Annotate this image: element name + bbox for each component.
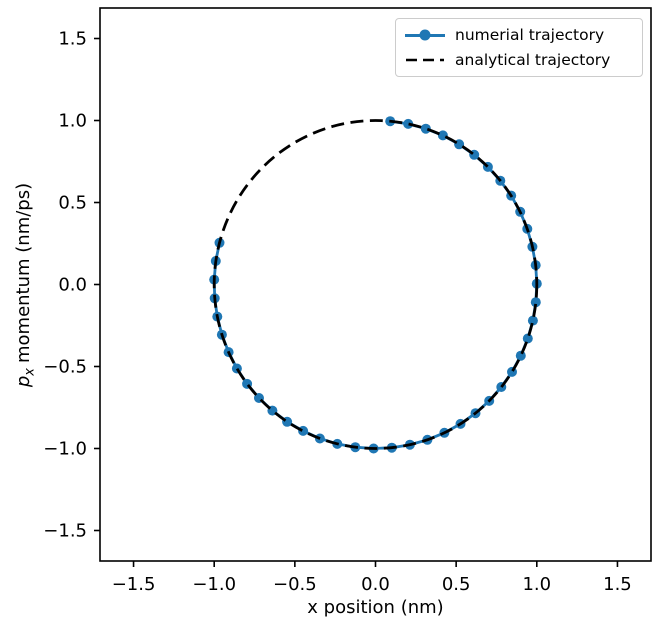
- x-tick-label: 1.0: [522, 574, 551, 595]
- numerical-trajectory-point: [522, 333, 533, 344]
- x-tick-label: −1.5: [112, 574, 156, 595]
- y-axis-label-text: momentum (nm/ps): [13, 182, 35, 364]
- y-tick-label: 1.5: [58, 29, 87, 50]
- plot-border: [99, 7, 652, 562]
- numerical-trajectory-point: [527, 315, 538, 326]
- analytical-trajectory-circle: [212, 119, 539, 450]
- y-tick-label: 0.0: [58, 275, 87, 296]
- numerical-trajectory-point: [530, 297, 541, 308]
- legend-dashed-line-sample: [406, 58, 444, 62]
- y-tick-label: 0.5: [58, 193, 87, 214]
- numerical-trajectory-point: [403, 118, 414, 129]
- x-tick-label: −0.5: [273, 574, 317, 595]
- legend: numerial trajectory analytical trajector…: [395, 18, 643, 77]
- numerical-trajectory-point: [437, 130, 448, 141]
- legend-label-analytical: analytical trajectory: [455, 51, 611, 69]
- legend-circle-marker-icon: [419, 29, 431, 41]
- y-axis-label-subscript: x: [22, 368, 38, 376]
- legend-label-numerical: numerial trajectory: [455, 26, 605, 44]
- y-tick-label: −1.5: [43, 520, 87, 541]
- y-axis-label: px momentum (nm/ps): [13, 182, 38, 388]
- legend-solid-line-sample: [405, 29, 445, 41]
- x-tick-label: 1.5: [603, 574, 632, 595]
- y-axis-label-symbol: p: [13, 375, 35, 388]
- x-axis-label: x position (nm): [307, 597, 444, 618]
- legend-entry-analytical: analytical trajectory: [405, 48, 642, 72]
- x-tick-label: 0.5: [442, 574, 471, 595]
- y-tick-label: −1.0: [43, 438, 87, 459]
- numerical-trajectory-point: [420, 123, 431, 134]
- legend-entry-numerical: numerial trajectory: [405, 23, 642, 47]
- y-tick-label: 1.0: [58, 111, 87, 132]
- x-tick-label: 0.0: [361, 574, 390, 595]
- y-tick-label: −0.5: [43, 356, 87, 377]
- x-tick-label: −1.0: [192, 574, 236, 595]
- numerical-trajectory-point: [298, 425, 309, 436]
- numerical-trajectory-point: [515, 350, 526, 361]
